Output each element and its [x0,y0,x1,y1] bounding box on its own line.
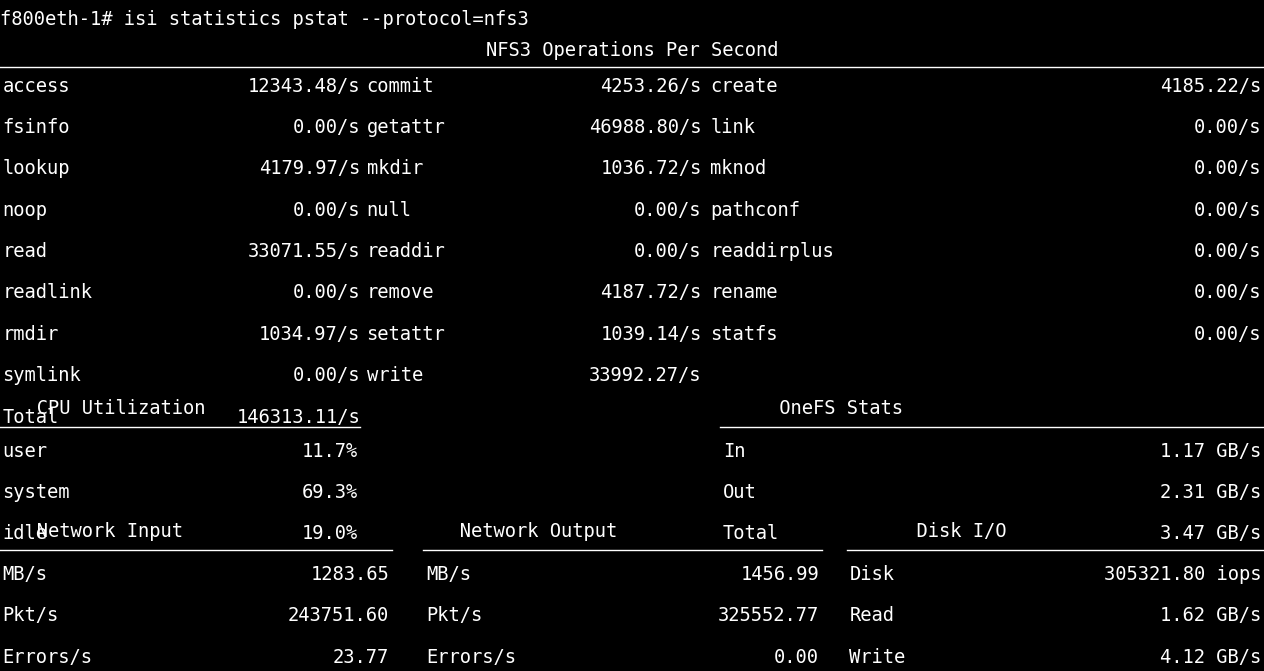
Text: Total: Total [3,407,59,427]
Text: Network Output: Network Output [426,522,651,541]
Text: rmdir: rmdir [3,325,59,344]
Text: Errors/s: Errors/s [426,648,516,667]
Text: link: link [710,118,756,137]
Text: readdirplus: readdirplus [710,242,834,261]
Text: access: access [3,76,70,96]
Text: Out: Out [723,483,757,502]
Text: remove: remove [367,283,434,303]
Text: 0.00/s: 0.00/s [1194,283,1261,303]
Text: 146313.11/s: 146313.11/s [236,407,360,427]
Text: NFS3 Operations Per Second: NFS3 Operations Per Second [485,42,779,60]
Text: 305321.80 iops: 305321.80 iops [1103,565,1261,584]
Text: 12343.48/s: 12343.48/s [248,76,360,96]
Text: 0.00/s: 0.00/s [1194,201,1261,220]
Text: commit: commit [367,76,434,96]
Text: 0.00/s: 0.00/s [293,201,360,220]
Text: 0.00/s: 0.00/s [635,201,702,220]
Text: 1283.65: 1283.65 [311,565,389,584]
Text: null: null [367,201,412,220]
Text: 4253.26/s: 4253.26/s [600,76,702,96]
Text: 0.00/s: 0.00/s [293,366,360,385]
Text: idle: idle [3,524,48,544]
Text: read: read [3,242,48,261]
Text: statfs: statfs [710,325,777,344]
Text: fsinfo: fsinfo [3,118,70,137]
Text: 0.00/s: 0.00/s [1194,325,1261,344]
Text: 325552.77: 325552.77 [718,607,819,625]
Text: 0.00/s: 0.00/s [1194,160,1261,178]
Text: create: create [710,76,777,96]
Text: 0.00/s: 0.00/s [1194,242,1261,261]
Text: 0.00/s: 0.00/s [293,283,360,303]
Text: 0.00: 0.00 [774,648,819,667]
Text: OneFS Stats: OneFS Stats [723,399,959,418]
Text: system: system [3,483,70,502]
Text: 0.00/s: 0.00/s [1194,118,1261,137]
Text: readlink: readlink [3,283,92,303]
Text: setattr: setattr [367,325,445,344]
Text: rename: rename [710,283,777,303]
Text: Pkt/s: Pkt/s [3,607,59,625]
Text: MB/s: MB/s [426,565,471,584]
Text: lookup: lookup [3,160,70,178]
Text: 19.0%: 19.0% [301,524,358,544]
Text: 2.31 GB/s: 2.31 GB/s [1160,483,1261,502]
Text: 11.7%: 11.7% [301,442,358,460]
Text: 23.77: 23.77 [332,648,389,667]
Text: 1.17 GB/s: 1.17 GB/s [1160,442,1261,460]
Text: 3.47 GB/s: 3.47 GB/s [1160,524,1261,544]
Text: 4185.22/s: 4185.22/s [1160,76,1261,96]
Text: 1039.14/s: 1039.14/s [600,325,702,344]
Text: CPU Utilization: CPU Utilization [3,399,239,418]
Text: getattr: getattr [367,118,445,137]
Text: In: In [723,442,746,460]
Text: 1034.97/s: 1034.97/s [259,325,360,344]
Text: 1036.72/s: 1036.72/s [600,160,702,178]
Text: Disk I/O: Disk I/O [849,522,1074,541]
Text: mkdir: mkdir [367,160,423,178]
Text: 0.00/s: 0.00/s [635,242,702,261]
Text: Errors/s: Errors/s [3,648,92,667]
Text: user: user [3,442,48,460]
Text: 4179.97/s: 4179.97/s [259,160,360,178]
Text: MB/s: MB/s [3,565,48,584]
Text: mknod: mknod [710,160,767,178]
Text: readdir: readdir [367,242,445,261]
Text: write: write [367,366,423,385]
Text: noop: noop [3,201,48,220]
Text: 69.3%: 69.3% [301,483,358,502]
Text: 243751.60: 243751.60 [288,607,389,625]
Text: f800eth-1# isi statistics pstat --protocol=nfs3: f800eth-1# isi statistics pstat --protoc… [0,10,528,29]
Text: 46988.80/s: 46988.80/s [589,118,702,137]
Text: 4.12 GB/s: 4.12 GB/s [1160,648,1261,667]
Text: Read: Read [849,607,895,625]
Text: 0.00/s: 0.00/s [293,118,360,137]
Text: pathconf: pathconf [710,201,800,220]
Text: 33071.55/s: 33071.55/s [248,242,360,261]
Text: 33992.27/s: 33992.27/s [589,366,702,385]
Text: Disk: Disk [849,565,895,584]
Text: 4187.72/s: 4187.72/s [600,283,702,303]
Text: Write: Write [849,648,906,667]
Text: Network Input: Network Input [3,522,216,541]
Text: 1456.99: 1456.99 [741,565,819,584]
Text: 1.62 GB/s: 1.62 GB/s [1160,607,1261,625]
Text: Total: Total [723,524,780,544]
Text: symlink: symlink [3,366,81,385]
Text: Pkt/s: Pkt/s [426,607,483,625]
